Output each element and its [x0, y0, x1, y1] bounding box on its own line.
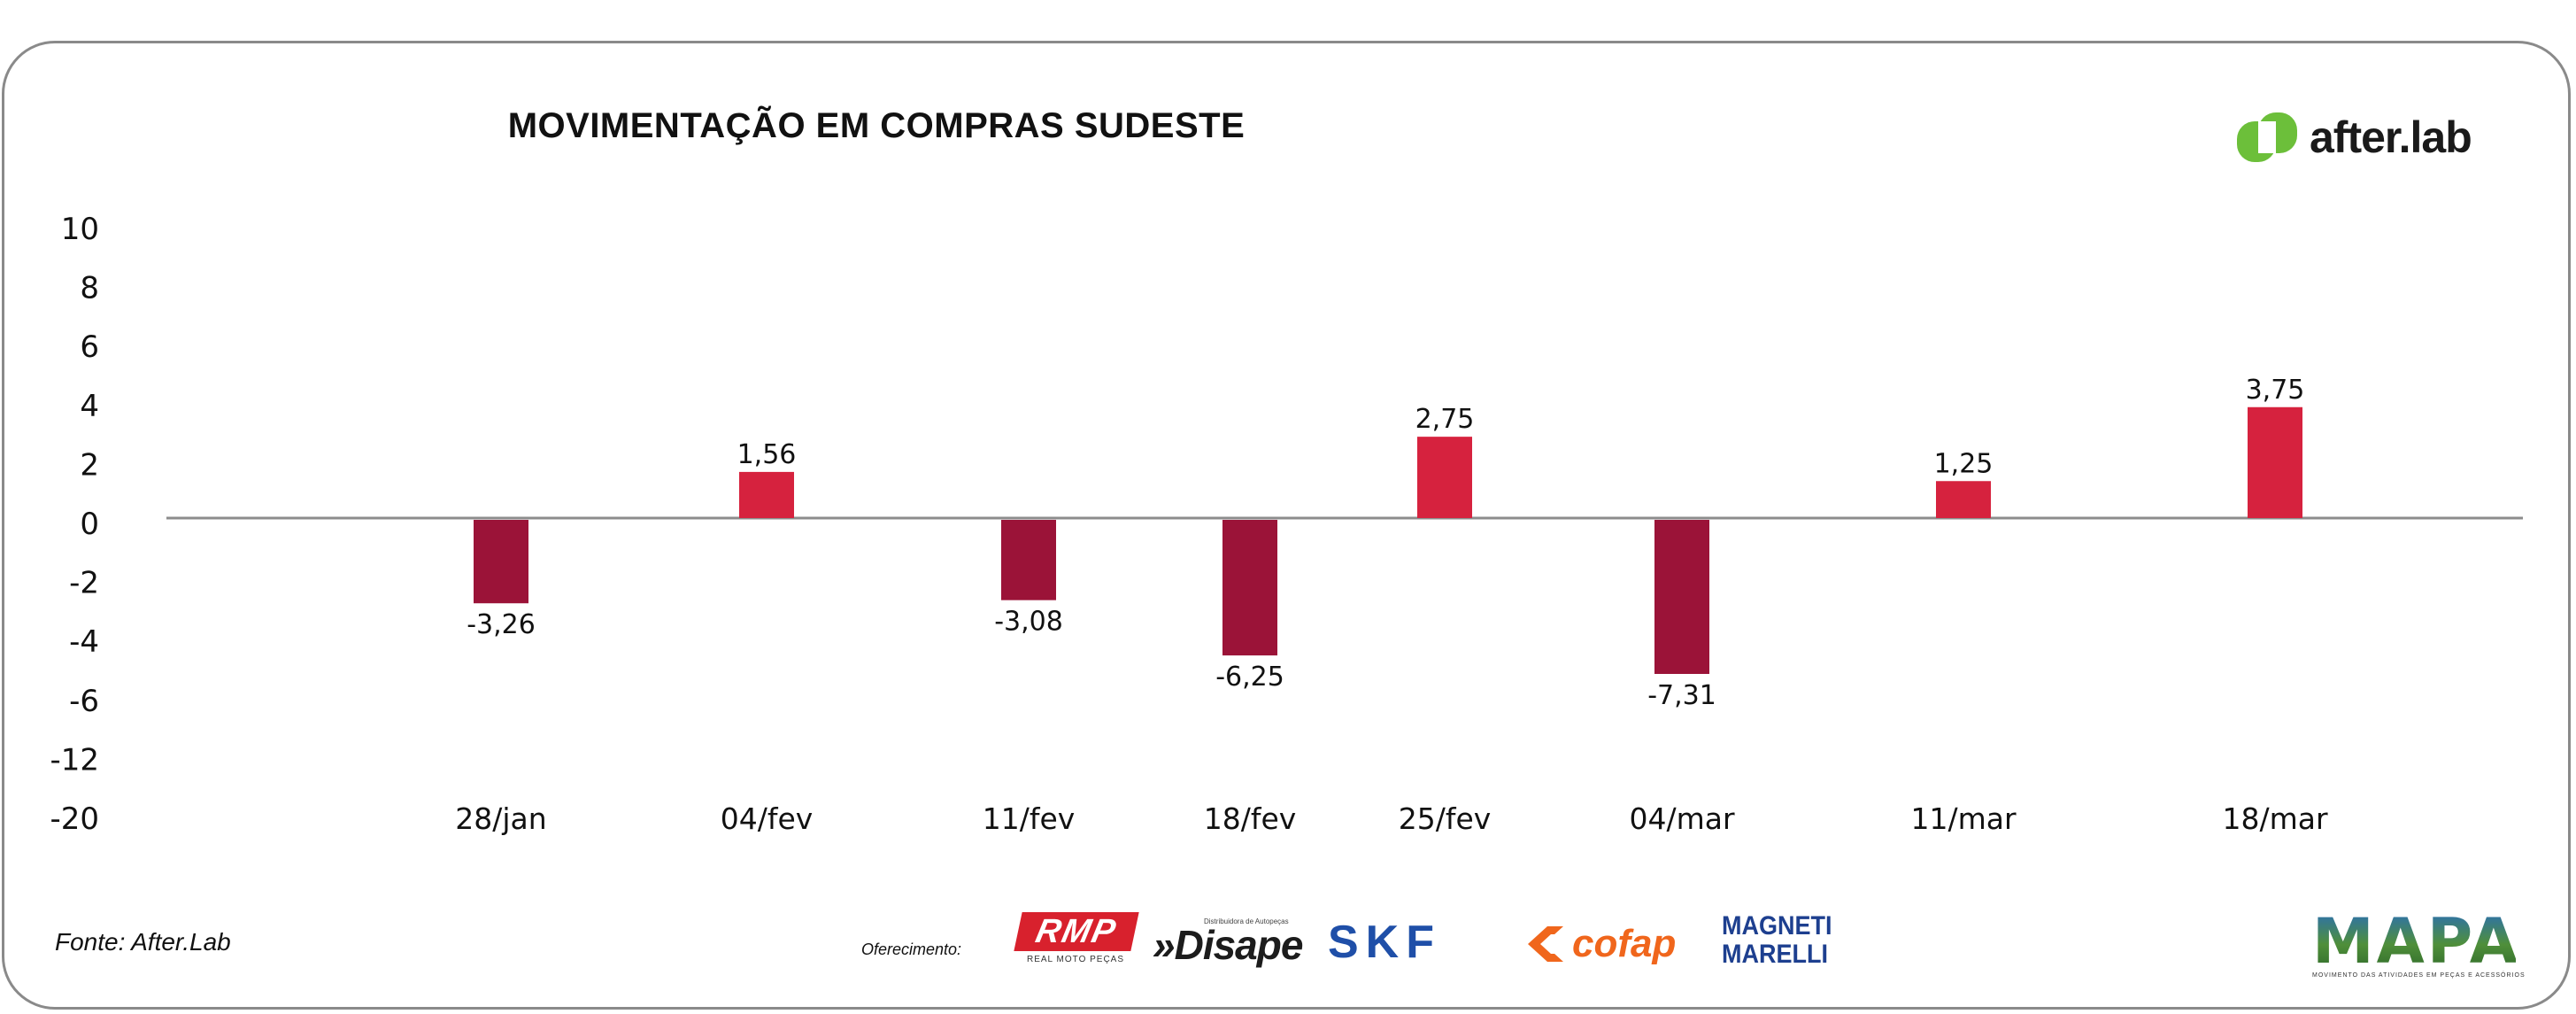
- rmp-name: RMP: [1014, 912, 1139, 951]
- y-tick-label: 6: [80, 329, 99, 365]
- cofap-icon: [1528, 926, 1563, 962]
- rmp-logo: RMP REAL MOTO PEÇAS: [1014, 912, 1139, 967]
- x-tick-label: 18/fev: [1204, 801, 1297, 836]
- bar-value-label: -3,26: [467, 609, 536, 640]
- skf-logo: SKF: [1328, 917, 1496, 967]
- bar-04/fev: [739, 471, 794, 518]
- y-tick-label: -6: [69, 684, 99, 719]
- disape-text: Disape: [1174, 922, 1304, 968]
- y-tick-label: 4: [80, 389, 99, 424]
- y-tick-label: 2: [80, 447, 99, 483]
- magneti-line-1: MAGNETI: [1722, 911, 1832, 940]
- bar-value-label: 3,75: [2246, 375, 2305, 406]
- mapa-sub: MOVIMENTO DAS ATIVIDADES EM PEÇAS E ACES…: [2312, 972, 2526, 979]
- chart-frame: [2, 41, 2571, 1010]
- x-tick-label: 25/fev: [1399, 801, 1492, 836]
- magneti-line-2: MARELLI: [1722, 940, 1828, 969]
- cofap-logo: cofap: [1521, 919, 1707, 969]
- bar-28/jan: [474, 520, 528, 604]
- rmp-sub: REAL MOTO PEÇAS: [1027, 955, 1125, 964]
- bar-value-label: -6,25: [1215, 662, 1284, 693]
- bar-value-label: 1,25: [1934, 448, 1994, 479]
- x-tick-label: 04/fev: [721, 801, 814, 836]
- x-tick-label: 11/fev: [983, 801, 1076, 836]
- source-note: Fonte: After.Lab: [55, 928, 231, 956]
- x-tick-label: 28/jan: [455, 801, 546, 836]
- disape-sub: Distribuidora de Autopeças: [1204, 917, 1289, 925]
- bar-11/fev: [1001, 520, 1056, 600]
- y-tick-label: 10: [61, 212, 99, 247]
- sponsors-label: Oferecimento:: [861, 940, 962, 958]
- bar-04/mar: [1654, 520, 1709, 675]
- y-tick-label: -12: [50, 742, 99, 778]
- bar-25/fev: [1417, 437, 1472, 518]
- bar-18/mar: [2248, 406, 2302, 518]
- y-tick-label: 8: [80, 271, 99, 306]
- magneti-marelli-logo: MAGNETI MARELLI: [1722, 912, 1842, 974]
- cofap-name: cofap: [1572, 922, 1677, 965]
- brand-name: after.lab: [2310, 112, 2472, 162]
- bar-value-label: -7,31: [1647, 680, 1716, 711]
- x-axis-labels: 28/jan 04/fev 11/fev 18/fev 25/fev 04/mar 11/m…: [455, 801, 2328, 836]
- chart-title: MOVIMENTAÇÃO EM COMPRAS SUDESTE: [507, 106, 1246, 145]
- after-lab-icon: [2237, 112, 2297, 162]
- disape-logo: Distribuidora de Autopeças »Disape: [1153, 916, 1312, 969]
- x-tick-label: 11/mar: [1910, 801, 2016, 836]
- y-tick-label: -20: [50, 801, 99, 837]
- y-axis-ticks: 10 8 6 4 2 0 -2 -4 -6 -12 -20: [50, 212, 99, 837]
- y-tick-label: 0: [80, 507, 99, 542]
- y-tick-label: -4: [69, 624, 99, 660]
- bar-value-label: 2,75: [1415, 404, 1475, 435]
- x-tick-label: 18/mar: [2222, 801, 2327, 836]
- bars: [474, 406, 2302, 675]
- after-lab-logo: after.lab: [2235, 106, 2472, 168]
- bar-18/fev: [1222, 520, 1277, 656]
- y-tick-label: -2: [69, 566, 99, 601]
- skf-name: SKF: [1328, 917, 1441, 968]
- mapa-logo: MAPA MOVIMENTO DAS ATIVIDADES EM PEÇAS E…: [2312, 905, 2526, 981]
- bar-value-label: 1,56: [737, 439, 797, 470]
- mapa-name: MAPA: [2312, 905, 2520, 978]
- disape-name: »Disape: [1153, 922, 1304, 968]
- bar-value-label: -3,08: [994, 607, 1063, 638]
- x-tick-label: 04/mar: [1629, 801, 1734, 836]
- value-labels: -3,26 1,56 -3,08 -6,25 2,75 -7,31 1,25 3,75: [467, 375, 2304, 711]
- bar-11/mar: [1936, 481, 1991, 518]
